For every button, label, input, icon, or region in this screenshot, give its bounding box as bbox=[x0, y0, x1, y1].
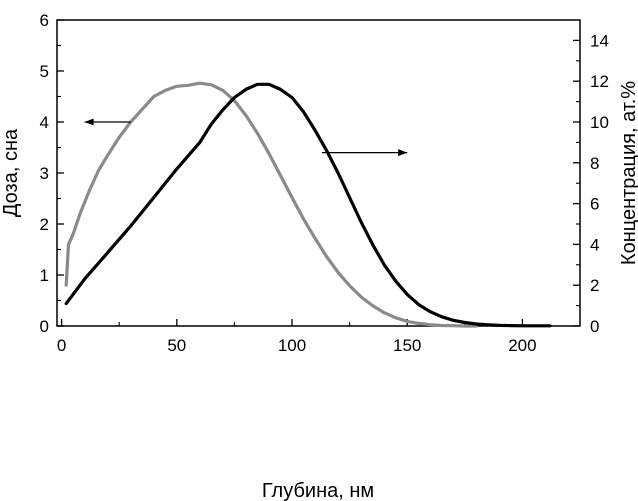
y-tick-label-2: 2 bbox=[40, 215, 49, 234]
x-tick-label-2: 100 bbox=[278, 336, 306, 355]
x-tick-label-4: 200 bbox=[508, 336, 536, 355]
y-tick-label-1: 1 bbox=[40, 266, 49, 285]
plot-frame bbox=[56, 19, 581, 327]
axis-arrow-1 bbox=[321, 149, 408, 157]
y2-tick-label-1: 2 bbox=[590, 276, 599, 295]
y-axis-title: Доза, сна bbox=[0, 128, 22, 217]
y2-tick-label-3: 6 bbox=[590, 195, 599, 214]
series-layer bbox=[64, 81, 552, 328]
x-tick-label-3: 150 bbox=[393, 336, 421, 355]
axis-arrow-0 bbox=[84, 118, 131, 126]
concentration-series-line bbox=[64, 82, 552, 328]
x-tick-label-0: 0 bbox=[57, 336, 66, 355]
y-tick-label-0: 0 bbox=[40, 317, 49, 336]
x-axis-title: Глубина, нм bbox=[262, 480, 374, 501]
y2-tick-label-5: 10 bbox=[590, 113, 609, 132]
y2-axis-title: Концентрация, ат.% bbox=[618, 81, 638, 265]
y-tick-label-4: 4 bbox=[40, 113, 49, 132]
y-tick-label-5: 5 bbox=[40, 62, 49, 81]
y2-tick-label-2: 4 bbox=[590, 235, 599, 254]
dose-series-line bbox=[64, 81, 478, 328]
annotation-layer bbox=[84, 118, 408, 157]
y-tick-label-3: 3 bbox=[40, 164, 49, 183]
y2-tick-label-4: 8 bbox=[590, 154, 599, 173]
y2-tick-label-7: 14 bbox=[590, 31, 609, 50]
y2-tick-label-0: 0 bbox=[590, 317, 599, 336]
x-tick-label-1: 50 bbox=[167, 336, 186, 355]
y2-tick-label-6: 12 bbox=[590, 72, 609, 91]
y-tick-label-6: 6 bbox=[40, 11, 49, 30]
